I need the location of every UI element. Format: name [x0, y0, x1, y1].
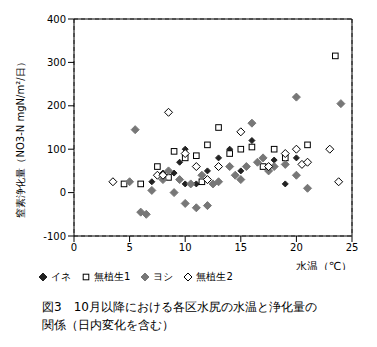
svg-text:20: 20	[290, 242, 303, 253]
svg-text:-100: -100	[43, 231, 66, 242]
html-text:イネ: イネ	[51, 271, 71, 282]
html-text:無植生1: 無植生1	[94, 271, 131, 282]
svg-text:窒素浄化量（NO3-N mgN/m²/日）: 窒素浄化量（NO3-N mgN/m²/日）	[15, 57, 26, 217]
svg-text:10: 10	[179, 242, 192, 253]
html-text:図3 10月以降における各区水尻の水温と浄化量の関係（日内変: 図3 10月以降における各区水尻の水温と浄化量の関係（日内変化を含む）	[42, 300, 317, 332]
html-text:ヨシ: ヨシ	[153, 271, 174, 282]
svg-text:5: 5	[126, 242, 132, 253]
svg-text:300: 300	[47, 57, 66, 68]
svg-text:水温（℃）: 水温（℃）	[296, 260, 352, 270]
svg-text:0: 0	[71, 242, 77, 253]
svg-text:15: 15	[234, 242, 247, 253]
svg-text:100: 100	[47, 144, 66, 155]
svg-text:0: 0	[60, 187, 66, 198]
html-text:無植生2: 無植生2	[196, 271, 233, 282]
svg-text:400: 400	[47, 14, 66, 25]
svg-text:25: 25	[346, 242, 359, 253]
svg-text:200: 200	[47, 100, 66, 111]
